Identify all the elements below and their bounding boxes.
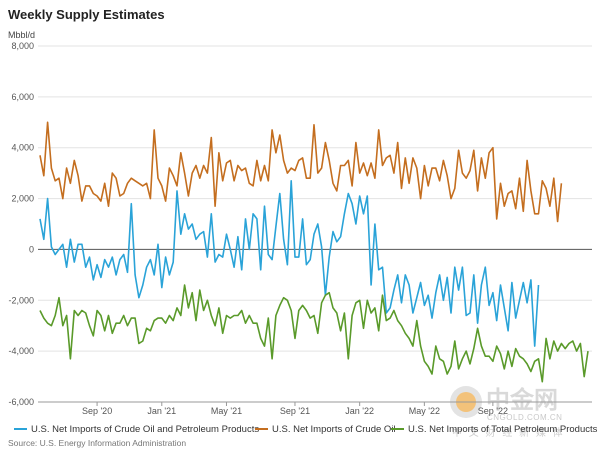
y-tick-label: -4,000 — [8, 346, 34, 356]
legend: U.S. Net Imports of Crude Oil and Petrol… — [14, 424, 598, 435]
legend-item-crude-oil[interactable]: U.S. Net Imports of Crude Oil — [255, 424, 396, 435]
source-note: Source: U.S. Energy Information Administ… — [8, 438, 186, 448]
grid — [38, 45, 592, 403]
watermark-sub: CNGOLD.COM.CN — [487, 413, 562, 422]
y-tick-label: 4,000 — [11, 143, 34, 153]
y-tick-label: -6,000 — [8, 397, 34, 407]
chart-title: Weekly Supply Estimates — [8, 7, 165, 22]
legend-item-total-products[interactable]: U.S. Net Imports of Total Petroleum Prod… — [391, 424, 598, 435]
series-crude-oil-line — [39, 121, 563, 223]
x-tick-label: Sep '22 — [478, 406, 508, 416]
legend-label: U.S. Net Imports of Total Petroleum Prod… — [408, 424, 598, 435]
y-tick-label: -2,000 — [8, 295, 34, 305]
x-tick-label: Jan '22 — [345, 406, 374, 416]
x-tick-label: Sep '20 — [82, 406, 112, 416]
x-axis-labels: Sep '20 Jan '21 May '21 Sep '21 Jan '22 May '… — [82, 402, 508, 416]
y-axis-labels: -6,000 -4,000 -2,000 0 2,000 4,000 6,000 8,000 — [8, 41, 34, 407]
watermark-main: 中金网 — [486, 386, 558, 414]
watermark: 中金网 CNGOLD.COM.CN 中 文 财 经 新 媒 体 — [450, 386, 565, 439]
y-tick-label: 2,000 — [11, 194, 34, 204]
x-tick-label: Sep '21 — [280, 406, 310, 416]
x-tick-label: Jan '21 — [147, 406, 176, 416]
x-tick-label: May '21 — [211, 406, 242, 416]
y-tick-label: 0 — [29, 244, 34, 254]
series-lines — [39, 121, 589, 383]
series-crude-products-line — [39, 180, 540, 347]
watermark-cn: 中 文 财 经 新 媒 体 — [452, 426, 565, 439]
legend-label: U.S. Net Imports of Crude Oil and Petrol… — [31, 424, 259, 435]
series-total-products-line — [39, 284, 589, 383]
y-tick-label: 8,000 — [11, 41, 34, 51]
y-tick-label: 6,000 — [11, 92, 34, 102]
x-tick-label: May '22 — [409, 406, 440, 416]
legend-label: U.S. Net Imports of Crude Oil — [272, 424, 396, 435]
legend-item-crude-products[interactable]: U.S. Net Imports of Crude Oil and Petrol… — [14, 424, 259, 435]
unit-label: Mbbl/d — [8, 30, 35, 40]
